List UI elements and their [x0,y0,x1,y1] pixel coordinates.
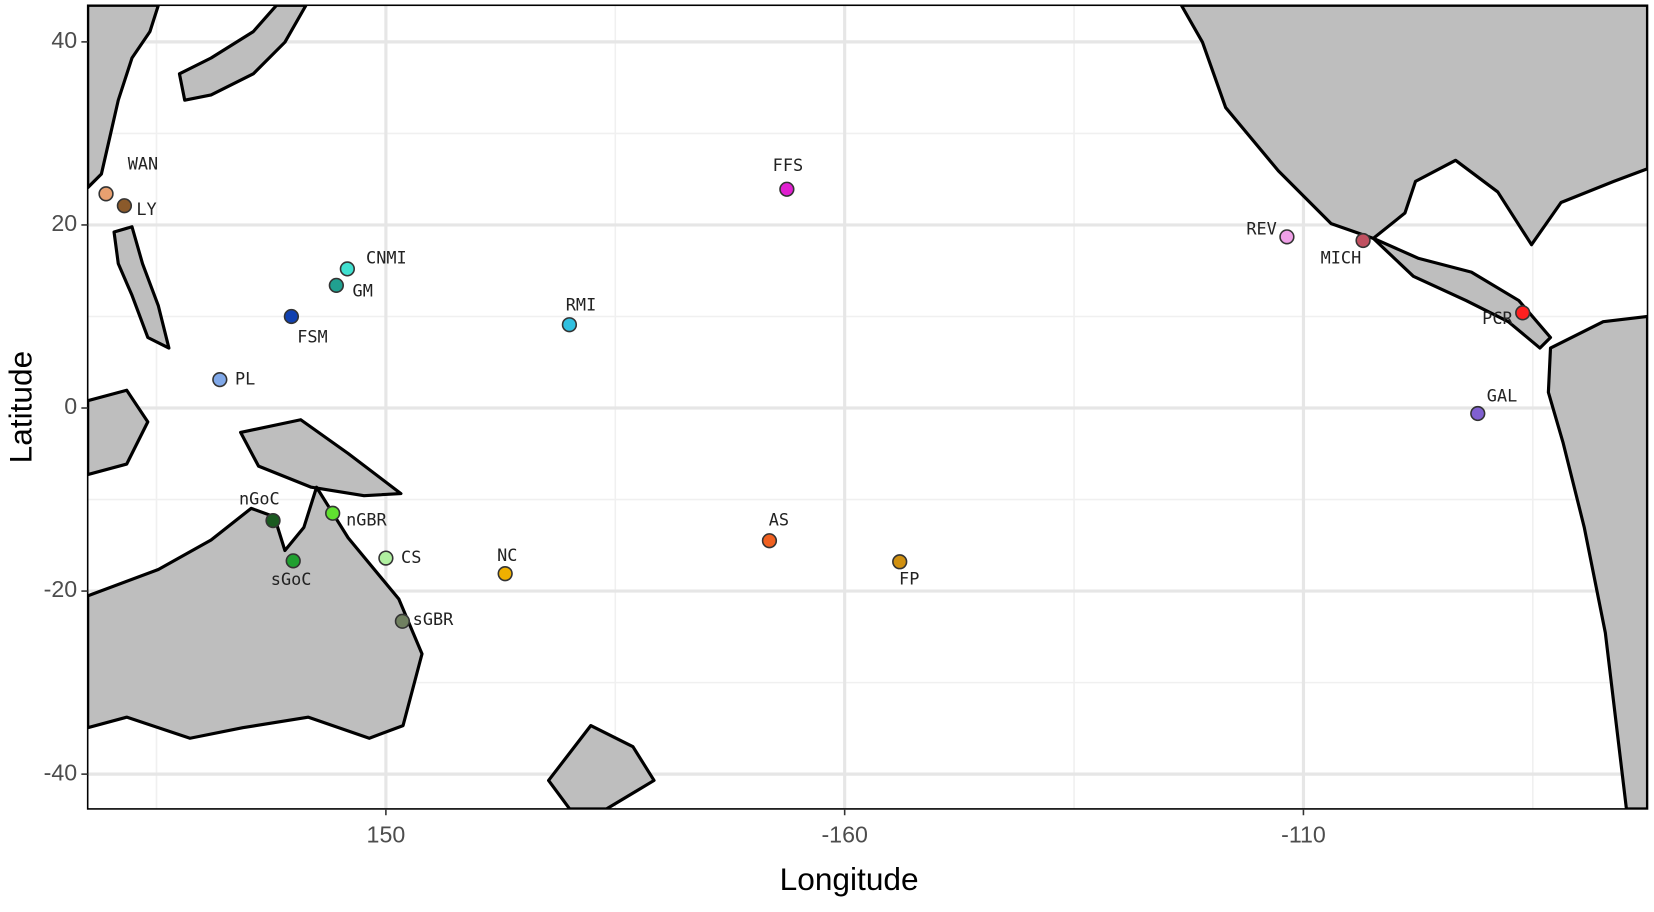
site-point [285,553,301,569]
site-point [892,554,908,570]
site-point [394,613,411,629]
panel-border [86,4,1649,810]
site-point [1355,232,1371,249]
site-point [339,261,356,277]
x-tick-label: -160 [821,821,867,847]
south-america [1546,314,1648,809]
y-tick-label: -20 [44,576,78,602]
site-point [325,505,341,521]
site-point [116,198,133,214]
y-tick-label: 40 [51,27,77,53]
site-label: FFS [773,155,803,175]
land [87,5,1648,809]
y-tick-label: -40 [44,759,78,785]
y-axis-title: Latitude [3,351,39,464]
site-label: GAL [1487,386,1517,406]
grid [87,5,1648,809]
site-point [212,371,228,388]
site-point [1470,405,1486,422]
site-point [328,277,344,294]
site-label: FP [899,569,919,589]
site-label: GM [353,281,373,301]
borneo [87,388,150,477]
site-point [98,186,114,202]
site-point [779,181,795,197]
australia [87,485,424,740]
site-point [283,308,300,325]
x-tick-label: 150 [367,821,406,847]
site-label: nGBR [346,510,387,530]
site-point [497,566,513,582]
x-tick-label: -110 [1281,821,1326,847]
y-tick-label: 0 [64,393,77,419]
site-point [378,550,394,566]
site-label: LY [136,199,156,219]
site-label: NC [497,545,517,565]
site-point [761,533,778,549]
site-point [1279,229,1295,245]
site-label: MICH [1321,247,1362,267]
philippines [112,225,171,350]
y-tick-label: 20 [51,210,77,236]
site-label: CNMI [366,247,407,267]
new-zealand [546,724,656,809]
site-label: FSM [297,327,327,347]
site-label: sGBR [413,609,454,629]
site-point [1515,305,1531,321]
site-label: PCR [1482,308,1513,328]
site-point [561,317,578,333]
site-label: PL [235,369,255,389]
asia [87,5,160,190]
site-label: WAN [128,153,158,173]
site-point [265,512,281,529]
x-axis-title: Longitude [780,861,919,897]
site-label: AS [769,510,789,530]
sites: WAN LY CNMI GM FSM PL RMI FFS REV MICH PCR GAL nGoC s… [98,153,1531,629]
new-guinea [239,418,403,498]
site-label: nGoC [239,489,280,509]
site-label: RMI [566,295,596,315]
central-america [1371,236,1553,350]
site-label: sGoC [271,569,312,589]
site-label: CS [401,547,421,567]
japan [177,5,308,102]
north-america [1179,5,1648,247]
site-label: REV [1246,218,1276,238]
